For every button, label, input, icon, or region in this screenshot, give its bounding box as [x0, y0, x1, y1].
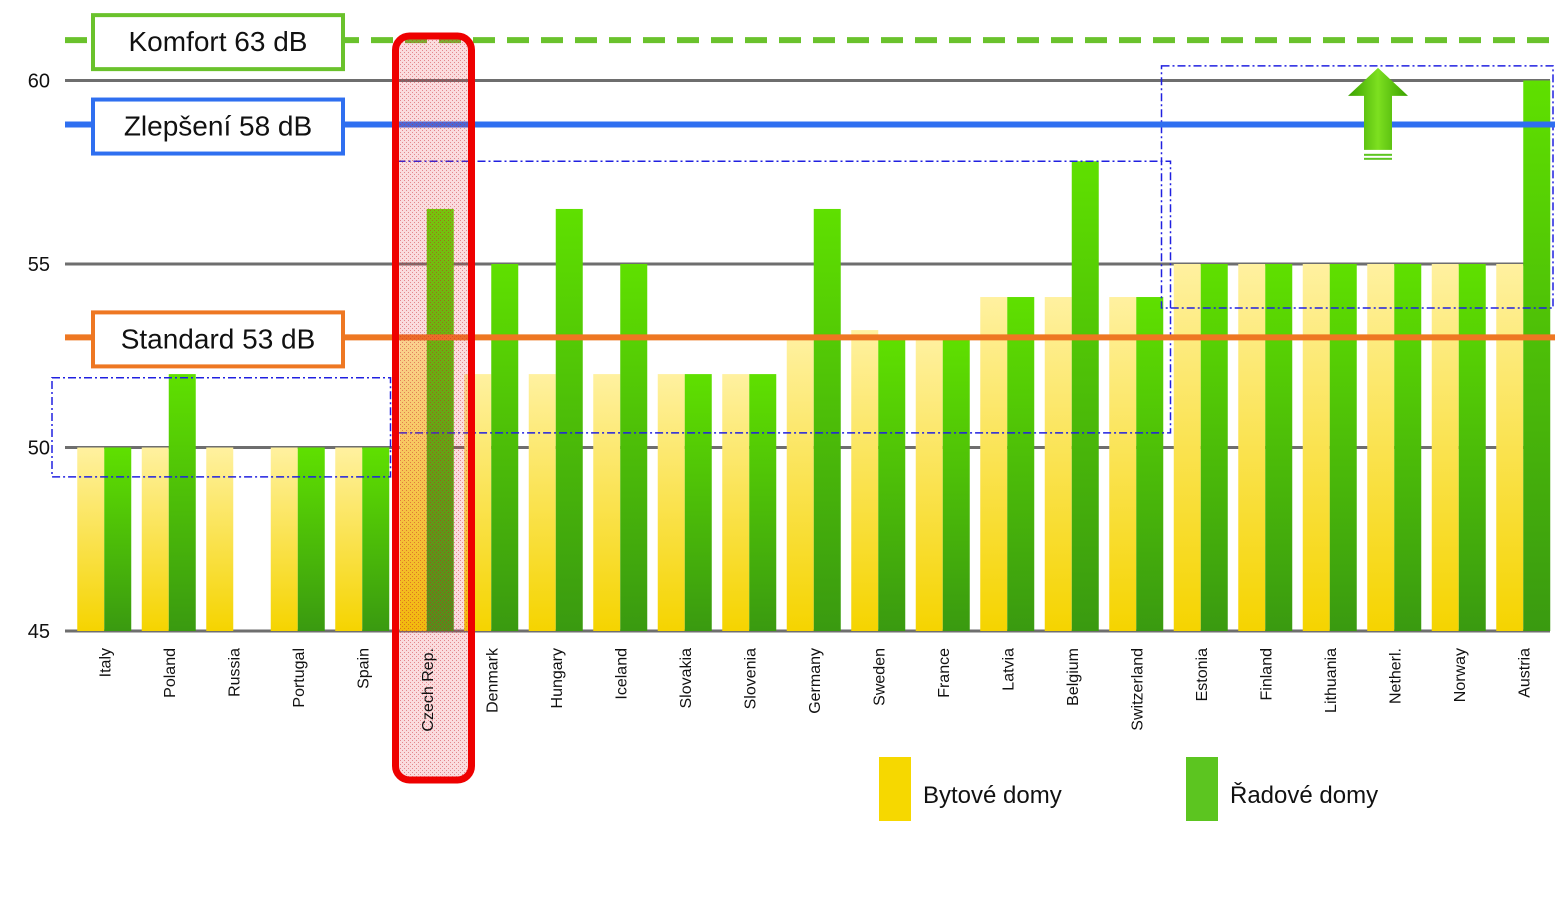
- group-box-3: [1160, 65, 1554, 309]
- x-tick-label-netherl: Netherl.: [1387, 648, 1404, 704]
- x-tick-label-czech-rep: Czech Rep.: [420, 648, 437, 732]
- up-arrow-icon: [1348, 67, 1408, 150]
- bar-radove-spain: [362, 447, 390, 631]
- legend-label-2: Řadové domy: [1230, 782, 1378, 809]
- x-tick-label-slovakia: Slovakia: [678, 648, 695, 709]
- labels-layer: 45 50 55 60 Italy Poland Russia Portugal Spain Cz…: [28, 26, 1534, 731]
- bar-bytove-lithuania: [1302, 264, 1330, 631]
- x-tick-label-russia: Russia: [226, 648, 243, 697]
- bar-radove-germany: [813, 208, 841, 631]
- bar-radove-iceland: [620, 264, 648, 631]
- bar-bytove-sweden: [851, 330, 879, 631]
- legend-swatch-2: [1186, 757, 1218, 821]
- x-tick-label-portugal: Portugal: [291, 648, 308, 708]
- bar-radove-belgium: [1071, 161, 1099, 632]
- bar-radove-hungary: [555, 208, 583, 631]
- bar-radove-poland: [168, 374, 196, 631]
- bar-bytove-france: [915, 337, 943, 631]
- x-tick-label-spain: Spain: [355, 648, 372, 689]
- legend: Bytové domy Řadové domy: [879, 757, 1378, 821]
- bar-radove-slovenia: [749, 374, 777, 631]
- reference-label-1: Komfort 63 dB: [129, 26, 308, 57]
- x-tick-label-norway: Norway: [1452, 648, 1469, 702]
- bar-radove-portugal: [297, 447, 325, 631]
- bar-bytove-hungary: [528, 374, 556, 631]
- x-tick-label-germany: Germany: [807, 648, 824, 714]
- bar-radove-france: [942, 337, 970, 631]
- bar-radove-denmark: [491, 264, 519, 631]
- bar-radove-slovakia: [684, 374, 712, 631]
- bar-radove-italy: [104, 447, 132, 631]
- bar-radove-switzerland: [1136, 297, 1164, 631]
- bar-radove-latvia: [1007, 297, 1035, 631]
- x-tick-label-lithuania: Lithuania: [1323, 648, 1340, 713]
- bar-bytove-estonia: [1173, 264, 1201, 631]
- x-tick-label-austria: Austria: [1516, 648, 1533, 698]
- x-tick-label-france: France: [936, 648, 953, 698]
- bar-bytove-switzerland: [1109, 297, 1137, 631]
- bar-bytove-finland: [1238, 264, 1266, 631]
- bar-bytove-norway: [1431, 264, 1459, 631]
- bar-radove-austria: [1523, 80, 1551, 631]
- reference-label-box-2: [91, 97, 345, 156]
- bar-bytove-slovakia: [657, 374, 685, 631]
- up-arrow-stripe-2: [1364, 157, 1392, 160]
- x-tick-label-poland: Poland: [162, 648, 179, 698]
- x-tick-label-italy: Italy: [97, 648, 114, 677]
- y-tick-label-50: 50: [28, 438, 50, 460]
- bar-radove-netherl: [1394, 264, 1422, 631]
- x-tick-label-denmark: Denmark: [484, 647, 501, 713]
- bar-bytove-austria: [1496, 264, 1524, 631]
- bar-bytove-slovenia: [722, 374, 750, 631]
- bar-bytove-netherl: [1367, 264, 1395, 631]
- overlay-layer: [51, 13, 1555, 784]
- bar-bytove-latvia: [980, 297, 1008, 631]
- bar-radove-norway: [1458, 264, 1486, 631]
- legend-label-1: Bytové domy: [923, 782, 1062, 809]
- bar-bytove-belgium: [1044, 297, 1072, 631]
- reference-label-box-3: [91, 310, 345, 369]
- bar-radove-lithuania: [1329, 264, 1357, 631]
- bar-radove-sweden: [878, 337, 906, 631]
- x-tick-label-latvia: Latvia: [1000, 648, 1017, 691]
- x-tick-label-belgium: Belgium: [1065, 648, 1082, 706]
- x-tick-label-estonia: Estonia: [1194, 648, 1211, 701]
- bar-bytove-spain: [335, 447, 363, 631]
- x-tick-label-iceland: Iceland: [613, 648, 630, 700]
- y-tick-label-55: 55: [28, 254, 50, 276]
- bar-radove-finland: [1265, 264, 1293, 631]
- legend-swatch-1: [879, 757, 911, 821]
- bar-radove-estonia: [1200, 264, 1228, 631]
- bar-bytove-poland: [141, 447, 169, 631]
- x-tick-label-sweden: Sweden: [871, 648, 888, 706]
- bar-bytove-russia: [206, 447, 234, 631]
- x-tick-label-switzerland: Switzerland: [1129, 648, 1146, 731]
- highlight-box: [392, 32, 475, 784]
- bar-bytove-germany: [786, 337, 814, 631]
- bar-bytove-italy: [77, 447, 105, 631]
- x-tick-label-finland: Finland: [1258, 648, 1275, 700]
- group-box-1: [51, 377, 392, 478]
- bar-bytove-portugal: [270, 447, 298, 631]
- reference-label-3: Standard 53 dB: [121, 323, 316, 354]
- x-tick-label-hungary: Hungary: [549, 648, 566, 708]
- reference-label-box-1: [91, 13, 345, 72]
- bar-bytove-iceland: [593, 374, 621, 631]
- up-arrow-stripe-1: [1364, 153, 1392, 156]
- y-tick-label-60: 60: [28, 71, 50, 93]
- y-tick-label-45: 45: [28, 621, 50, 643]
- reference-label-2: Zlepšení 58 dB: [124, 111, 312, 142]
- x-tick-label-slovenia: Slovenia: [742, 648, 759, 709]
